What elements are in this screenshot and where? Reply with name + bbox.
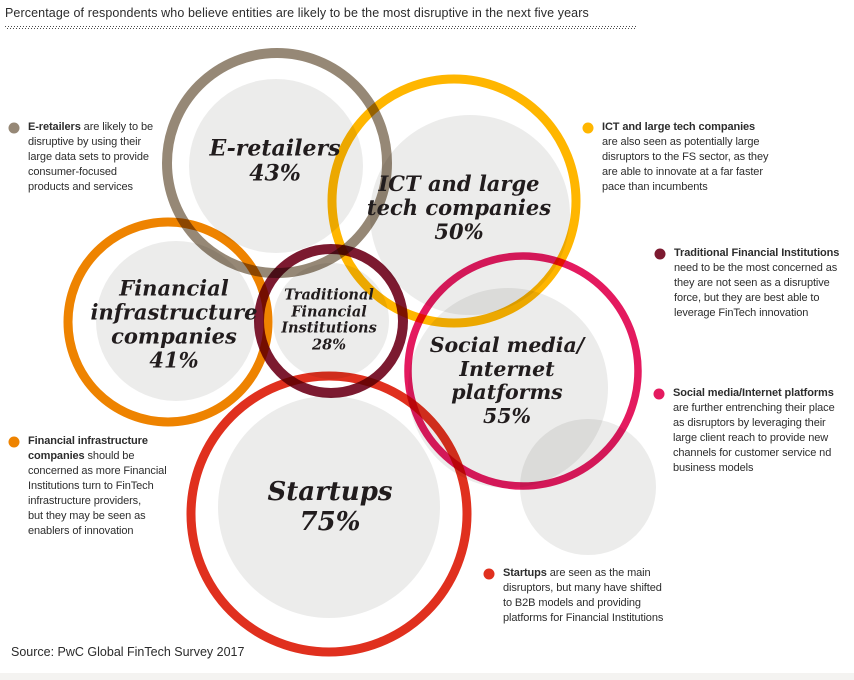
- shade-circle-traditional-fi: [273, 263, 389, 379]
- source-note: Source: PwC Global FinTech Survey 2017: [11, 645, 245, 659]
- bullet-icon: [653, 388, 665, 400]
- annotation-text: E-retailers are likely to be disruptive …: [28, 121, 154, 193]
- shade-circle-financial-infrastructure: [96, 241, 256, 401]
- shade-circle-extra: [520, 419, 656, 555]
- annotation-ict: ICT and large tech companies are also se…: [582, 120, 812, 195]
- bullet-icon: [8, 436, 20, 448]
- shade-circle-startups: [218, 396, 440, 618]
- annotation-text: Social media/Internet platforms are furt…: [673, 387, 835, 474]
- bullet-icon: [483, 568, 495, 580]
- bullet-icon: [654, 248, 666, 260]
- chart-title: Percentage of respondents who believe en…: [5, 6, 589, 20]
- bubble-label-ict: ICT and large tech companies 50%: [366, 170, 552, 245]
- bubble-label-social-media: Social media/ Internet platforms 55%: [429, 332, 585, 428]
- bubble-ring-social-media: [404, 252, 642, 490]
- bubble-label-startups: Startups 75%: [267, 477, 393, 537]
- annotation-text: Startups are seen as the main disruptors…: [503, 567, 664, 624]
- bubble-ring-ict: [327, 74, 581, 328]
- annotation-e-retailers: E-retailers are likely to be disruptive …: [8, 120, 198, 195]
- bullet-icon: [582, 122, 594, 134]
- annotation-traditional-fi: Traditional Financial Institutions need …: [654, 246, 854, 321]
- annotation-social-media: Social media/Internet platforms are furt…: [653, 386, 853, 476]
- bubble-ring-startups: [186, 371, 472, 657]
- annotation-financial-infrastructure: Financial infrastructure companies shoul…: [8, 434, 198, 539]
- bottom-edge-strip: [0, 673, 854, 680]
- bubble-label-financial-infrastructure: Financial infrastructure companies 41%: [90, 275, 258, 374]
- bullet-icon: [8, 122, 20, 134]
- bubble-ring-traditional-fi: [254, 244, 408, 398]
- bubble-label-traditional-fi: Traditional Financial Institutions 28%: [281, 286, 377, 354]
- bubble-ring-financial-infrastructure: [63, 217, 273, 427]
- annotation-text: ICT and large tech companies are also se…: [602, 121, 769, 193]
- annotation-text: Traditional Financial Institutions need …: [674, 247, 840, 319]
- annotation-startups: Startups are seen as the main disruptors…: [483, 566, 698, 626]
- bubble-label-e-retailers: E-retailers 43%: [209, 135, 341, 187]
- shade-circle-social-media: [408, 288, 608, 488]
- annotation-text: Financial infrastructure companies shoul…: [28, 435, 167, 537]
- shade-circle-e-retailers: [189, 79, 363, 253]
- shade-circle-ict: [370, 115, 570, 315]
- title-divider-dotted-rule: [5, 26, 637, 29]
